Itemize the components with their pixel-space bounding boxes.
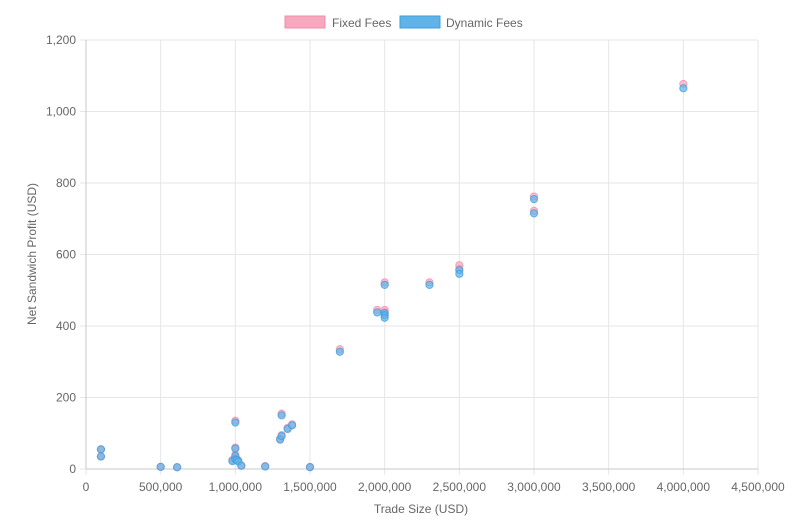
legend-swatch-dynamic-fees — [399, 15, 441, 29]
x-tick-label: 2,500,000 — [433, 480, 487, 494]
point-dynamic-fees[interactable] — [679, 84, 688, 93]
x-tick-label: 4,500,000 — [731, 480, 785, 494]
x-tick-label: 1,000,000 — [209, 480, 263, 494]
legend-label-fixed-fees: Fixed Fees — [332, 16, 391, 30]
y-tick-label: 200 — [56, 391, 76, 405]
x-axis-title: Trade Size (USD) — [374, 502, 468, 516]
x-tick-label: 3,500,000 — [582, 480, 636, 494]
y-tick-label: 0 — [69, 462, 76, 476]
x-tick-label: 500,000 — [139, 480, 183, 494]
x-tick-label: 3,000,000 — [507, 480, 561, 494]
point-dynamic-fees[interactable] — [455, 269, 464, 278]
point-dynamic-fees[interactable] — [172, 463, 182, 472]
legend[interactable]: Fixed Fees Dynamic Fees — [284, 15, 523, 30]
x-tick-label: 0 — [83, 480, 90, 494]
legend-swatch-fixed-fees — [284, 15, 326, 29]
point-dynamic-fees[interactable] — [156, 462, 165, 471]
grid — [80, 39, 759, 475]
x-tick-label: 1,500,000 — [283, 480, 337, 494]
point-dynamic-fees[interactable] — [529, 209, 539, 218]
y-tick-label: 400 — [56, 319, 76, 333]
point-dynamic-fees[interactable] — [261, 462, 270, 471]
axes: 0 500,000 1,000,000 1,500,000 2,000,000 2,500… — [46, 33, 785, 494]
point-dynamic-fees[interactable] — [335, 347, 344, 356]
y-tick-label: 800 — [56, 176, 76, 190]
point-dynamic-fees[interactable] — [305, 463, 315, 472]
point-dynamic-fees[interactable] — [277, 411, 286, 420]
point-dynamic-fees[interactable] — [373, 308, 382, 317]
y-tick-label: 600 — [56, 248, 76, 262]
point-dynamic-fees[interactable] — [425, 280, 434, 289]
point-dynamic-fees[interactable] — [96, 445, 106, 454]
point-dynamic-fees[interactable] — [277, 432, 286, 441]
y-tick-label: 1,000 — [46, 105, 76, 119]
point-dynamic-fees[interactable] — [96, 452, 106, 461]
point-dynamic-fees[interactable] — [380, 313, 389, 322]
y-tick-label: 1,200 — [46, 33, 76, 47]
point-dynamic-fees[interactable] — [231, 418, 240, 427]
legend-label-dynamic-fees: Dynamic Fees — [446, 16, 523, 30]
point-dynamic-fees[interactable] — [380, 280, 389, 289]
data-points — [96, 79, 688, 472]
y-axis-title: Net Sandwich Profit (USD) — [25, 183, 39, 325]
point-dynamic-fees[interactable] — [287, 421, 297, 430]
x-tick-label: 4,000,000 — [657, 480, 711, 494]
point-dynamic-fees[interactable] — [237, 461, 246, 470]
point-dynamic-fees[interactable] — [231, 444, 240, 453]
legend-item-dynamic-fees[interactable]: Dynamic Fees — [399, 15, 523, 30]
point-dynamic-fees[interactable] — [529, 194, 539, 204]
x-tick-label: 2,000,000 — [358, 480, 412, 494]
legend-item-fixed-fees[interactable]: Fixed Fees — [284, 15, 391, 30]
